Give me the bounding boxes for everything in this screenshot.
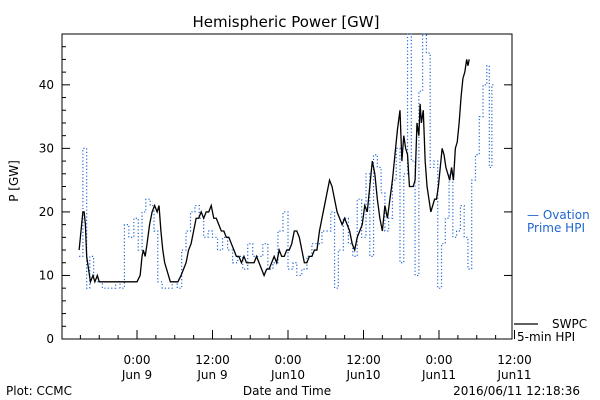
y-tick-label: 0 bbox=[46, 332, 54, 346]
x-tick-label-date: Jun11 bbox=[421, 368, 456, 382]
x-tick-label-time: 0:00 bbox=[124, 353, 151, 367]
legend-swpc-line2: 5-min HPI bbox=[517, 330, 575, 344]
x-tick-label-time: 12:00 bbox=[195, 353, 230, 367]
y-tick-label: 30 bbox=[39, 141, 54, 155]
y-tick-label: 20 bbox=[39, 205, 54, 219]
plot-frame bbox=[61, 33, 513, 340]
y-axis: 0 10 20 30 40 bbox=[39, 46, 512, 346]
x-tick-label-date: Jun10 bbox=[270, 368, 305, 382]
x-tick-label-date: Jun 9 bbox=[121, 368, 152, 382]
series-layer bbox=[78, 33, 496, 289]
x-tick-label-time: 0:00 bbox=[275, 353, 302, 367]
x-tick-label-date: Jun 9 bbox=[196, 368, 227, 382]
y-axis-label: P [GW] bbox=[7, 160, 21, 202]
x-axis-label: Date and Time bbox=[243, 384, 331, 398]
x-tick-label-date: Jun11 bbox=[496, 368, 531, 382]
plot-timestamp: 2016/06/11 12:18:36 bbox=[453, 384, 580, 398]
legend-ovation-line1: — Ovation bbox=[527, 208, 590, 222]
y-tick-label: 10 bbox=[39, 268, 54, 282]
legend-ovation-line2: Prime HPI bbox=[527, 221, 585, 235]
series-swpc-5min-hpi bbox=[78, 59, 470, 285]
x-tick-label-time: 0:00 bbox=[426, 353, 453, 367]
x-tick-label-time: 12:00 bbox=[497, 353, 532, 367]
x-tick-label-time: 12:00 bbox=[346, 353, 381, 367]
y-tick-label: 40 bbox=[39, 78, 54, 92]
plot-credit: Plot: CCMC bbox=[6, 384, 72, 398]
x-tick-label-date: Jun10 bbox=[345, 368, 380, 382]
chart-title: Hemispheric Power [GW] bbox=[193, 13, 380, 31]
series-ovation-prime-hpi bbox=[79, 33, 496, 289]
legend-swpc-line1: SWPC bbox=[552, 317, 587, 331]
